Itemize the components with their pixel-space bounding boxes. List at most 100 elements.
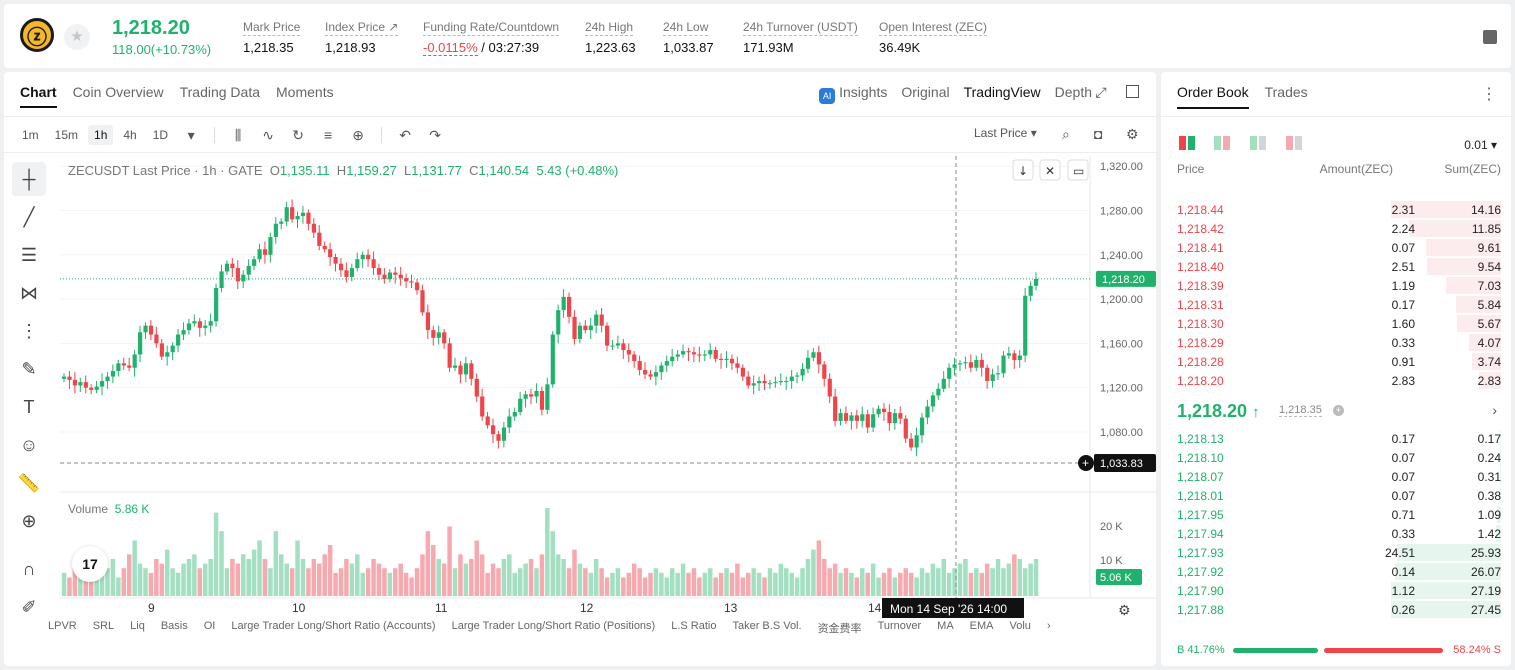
tab-trading-data[interactable]: Trading Data bbox=[179, 84, 261, 100]
ask-row[interactable]: 1,218.31 0.17 5.84 bbox=[1161, 295, 1511, 314]
text-icon[interactable]: T bbox=[23, 396, 35, 417]
indicator-8[interactable]: Taker B.S Vol. bbox=[732, 620, 802, 632]
layout-both-icon[interactable] bbox=[1179, 136, 1195, 150]
favorite-star-icon[interactable]: ★ bbox=[64, 24, 90, 50]
tab-insights[interactable]: AI Insights bbox=[819, 84, 887, 104]
window-icon[interactable] bbox=[1126, 85, 1139, 98]
price-type-select[interactable]: Last Price ▾ bbox=[974, 126, 1037, 140]
layout-asks-bids-icon[interactable] bbox=[1214, 136, 1230, 150]
ask-row[interactable]: 1,218.29 0.33 4.07 bbox=[1161, 333, 1511, 352]
stat-label[interactable]: Index Price ↗ bbox=[325, 20, 399, 36]
add-indicator-icon[interactable]: ⊕ bbox=[352, 126, 364, 143]
indicator-13[interactable]: Volu bbox=[1009, 620, 1031, 632]
search-icon[interactable]: ⌕ bbox=[1062, 126, 1070, 142]
pattern-icon[interactable]: ⋈ bbox=[20, 282, 38, 303]
trendline-icon[interactable]: ╱ bbox=[23, 206, 35, 227]
indicators-icon[interactable]: ∿ bbox=[262, 126, 274, 143]
emoji-icon[interactable]: ☺ bbox=[19, 434, 39, 455]
tab-original[interactable]: Original bbox=[901, 84, 950, 100]
ruler-icon[interactable]: 📏 bbox=[17, 472, 41, 493]
bid-row[interactable]: 1,218.01 0.07 0.38 bbox=[1161, 486, 1511, 505]
indicator-7[interactable]: L.S Ratio bbox=[671, 620, 717, 632]
tab-depth[interactable]: Depth bbox=[1054, 84, 1092, 100]
ask-row[interactable]: 1,218.39 1.19 7.03 bbox=[1161, 276, 1511, 295]
ask-row[interactable]: 1,218.44 2.31 14.16 bbox=[1161, 200, 1511, 219]
layout-bids-icon[interactable] bbox=[1250, 136, 1266, 150]
volume-bar bbox=[186, 558, 192, 596]
ask-row[interactable]: 1,218.20 2.83 2.83 bbox=[1161, 371, 1511, 390]
gear-icon[interactable]: ⚙ bbox=[1126, 126, 1139, 142]
ask-row[interactable]: 1,218.42 2.24 11.85 bbox=[1161, 219, 1511, 238]
bid-row[interactable]: 1,218.13 0.17 0.17 bbox=[1161, 429, 1511, 448]
indicator-12[interactable]: EMA bbox=[969, 620, 994, 632]
interval-1m[interactable]: 1m bbox=[22, 128, 39, 142]
bid-row[interactable]: 1,217.92 0.14 26.07 bbox=[1161, 562, 1511, 581]
indicator-11[interactable]: MA bbox=[937, 620, 954, 632]
tab-trades[interactable]: Trades bbox=[1264, 84, 1308, 100]
volume-bar bbox=[1022, 568, 1028, 596]
crosshair-icon[interactable]: ┼ bbox=[12, 162, 46, 196]
indicator-0[interactable]: LPVR bbox=[48, 620, 77, 632]
depth-bar bbox=[1457, 315, 1501, 332]
brush-icon[interactable]: ✎ bbox=[21, 358, 37, 379]
ask-row[interactable]: 1,218.40 2.51 9.54 bbox=[1161, 257, 1511, 276]
bid-row[interactable]: 1,217.90 1.12 27.19 bbox=[1161, 581, 1511, 600]
indicator-4[interactable]: OI bbox=[203, 620, 216, 632]
indicator-3[interactable]: Basis bbox=[160, 620, 188, 632]
redo-icon[interactable]: ↷ bbox=[429, 126, 441, 143]
candle-body bbox=[83, 382, 88, 388]
expand-icon[interactable]: ⤢ bbox=[1095, 84, 1107, 100]
stat-label[interactable]: Funding Rate/Countdown bbox=[423, 20, 560, 36]
volume-bar bbox=[523, 563, 528, 596]
bid-row[interactable]: 1,217.95 0.71 1.09 bbox=[1161, 505, 1511, 524]
tab-order-book[interactable]: Order Book bbox=[1177, 84, 1249, 109]
chevron-right-icon[interactable]: › bbox=[1046, 620, 1051, 632]
row-price: 1,217.92 bbox=[1177, 565, 1224, 579]
ask-row[interactable]: 1,218.41 0.07 9.61 bbox=[1161, 238, 1511, 257]
candlestick-chart[interactable]: 1,320.00 1,280.00 1,240.00 1,200.00 1,160.00… bbox=[4, 72, 1156, 666]
bid-row[interactable]: 1,217.93 24.51 25.93 bbox=[1161, 543, 1511, 562]
horizontal-lines-icon[interactable]: ☰ bbox=[20, 244, 38, 265]
replay-icon[interactable]: ↻ bbox=[292, 126, 304, 143]
indicator-6[interactable]: Large Trader Long/Short Ratio (Positions… bbox=[451, 620, 656, 632]
candle-body bbox=[62, 376, 67, 379]
interval-1h[interactable]: 1h bbox=[88, 125, 114, 145]
tab-chart[interactable]: Chart bbox=[20, 84, 57, 108]
more-icon[interactable]: ⋮ bbox=[1481, 86, 1497, 103]
row-amount: 0.33 bbox=[1391, 527, 1415, 541]
indicator-1[interactable]: SRL bbox=[92, 620, 115, 632]
magnet-icon[interactable]: ∩ bbox=[22, 558, 36, 579]
chevron-down-icon[interactable]: ▾ bbox=[187, 126, 195, 143]
indicator-10[interactable]: Turnover bbox=[877, 620, 922, 632]
indicator-2[interactable]: Liq bbox=[130, 620, 145, 632]
ask-row[interactable]: 1,218.30 1.60 5.67 bbox=[1161, 314, 1511, 333]
interval-1d[interactable]: 1D bbox=[152, 128, 169, 142]
interval-4h[interactable]: 4h bbox=[123, 128, 137, 142]
fib-icon[interactable]: ⋮ bbox=[20, 320, 38, 341]
indicator-5[interactable]: Large Trader Long/Short Ratio (Accounts) bbox=[231, 620, 436, 632]
tick-size-select[interactable]: 0.01 ▾ bbox=[1464, 138, 1497, 152]
interval-15m[interactable]: 15m bbox=[54, 128, 79, 142]
document-icon[interactable] bbox=[1483, 30, 1497, 44]
indicator-9[interactable]: 资金费率 bbox=[817, 623, 862, 635]
layout-asks-icon[interactable] bbox=[1286, 136, 1302, 150]
tradingview-logo[interactable]: 17 bbox=[72, 546, 108, 582]
tab-tradingview[interactable]: TradingView bbox=[963, 84, 1041, 100]
chevron-right-icon[interactable]: › bbox=[1492, 402, 1497, 418]
stat-label[interactable]: Mark Price bbox=[243, 20, 301, 36]
undo-icon[interactable]: ↶ bbox=[399, 126, 411, 143]
bid-row[interactable]: 1,217.94 0.33 1.42 bbox=[1161, 524, 1511, 543]
camera-icon[interactable]: ◘ bbox=[1094, 126, 1103, 142]
pencil-lock-icon[interactable]: ✐ bbox=[21, 596, 37, 617]
tab-coin-overview[interactable]: Coin Overview bbox=[72, 84, 164, 100]
candle-type-icon[interactable]: ⫼ bbox=[234, 126, 242, 143]
candle-body bbox=[605, 325, 610, 346]
bid-row[interactable]: 1,218.10 0.07 0.24 bbox=[1161, 448, 1511, 467]
zoom-in-icon[interactable]: ⊕ bbox=[21, 510, 37, 531]
templates-icon[interactable]: ≡ bbox=[323, 127, 333, 143]
tab-moments[interactable]: Moments bbox=[276, 84, 334, 100]
bid-row[interactable]: 1,218.07 0.07 0.31 bbox=[1161, 467, 1511, 486]
bid-row[interactable]: 1,217.88 0.26 27.45 bbox=[1161, 600, 1511, 619]
row-price: 1,218.10 bbox=[1177, 451, 1224, 465]
ask-row[interactable]: 1,218.28 0.91 3.74 bbox=[1161, 352, 1511, 371]
